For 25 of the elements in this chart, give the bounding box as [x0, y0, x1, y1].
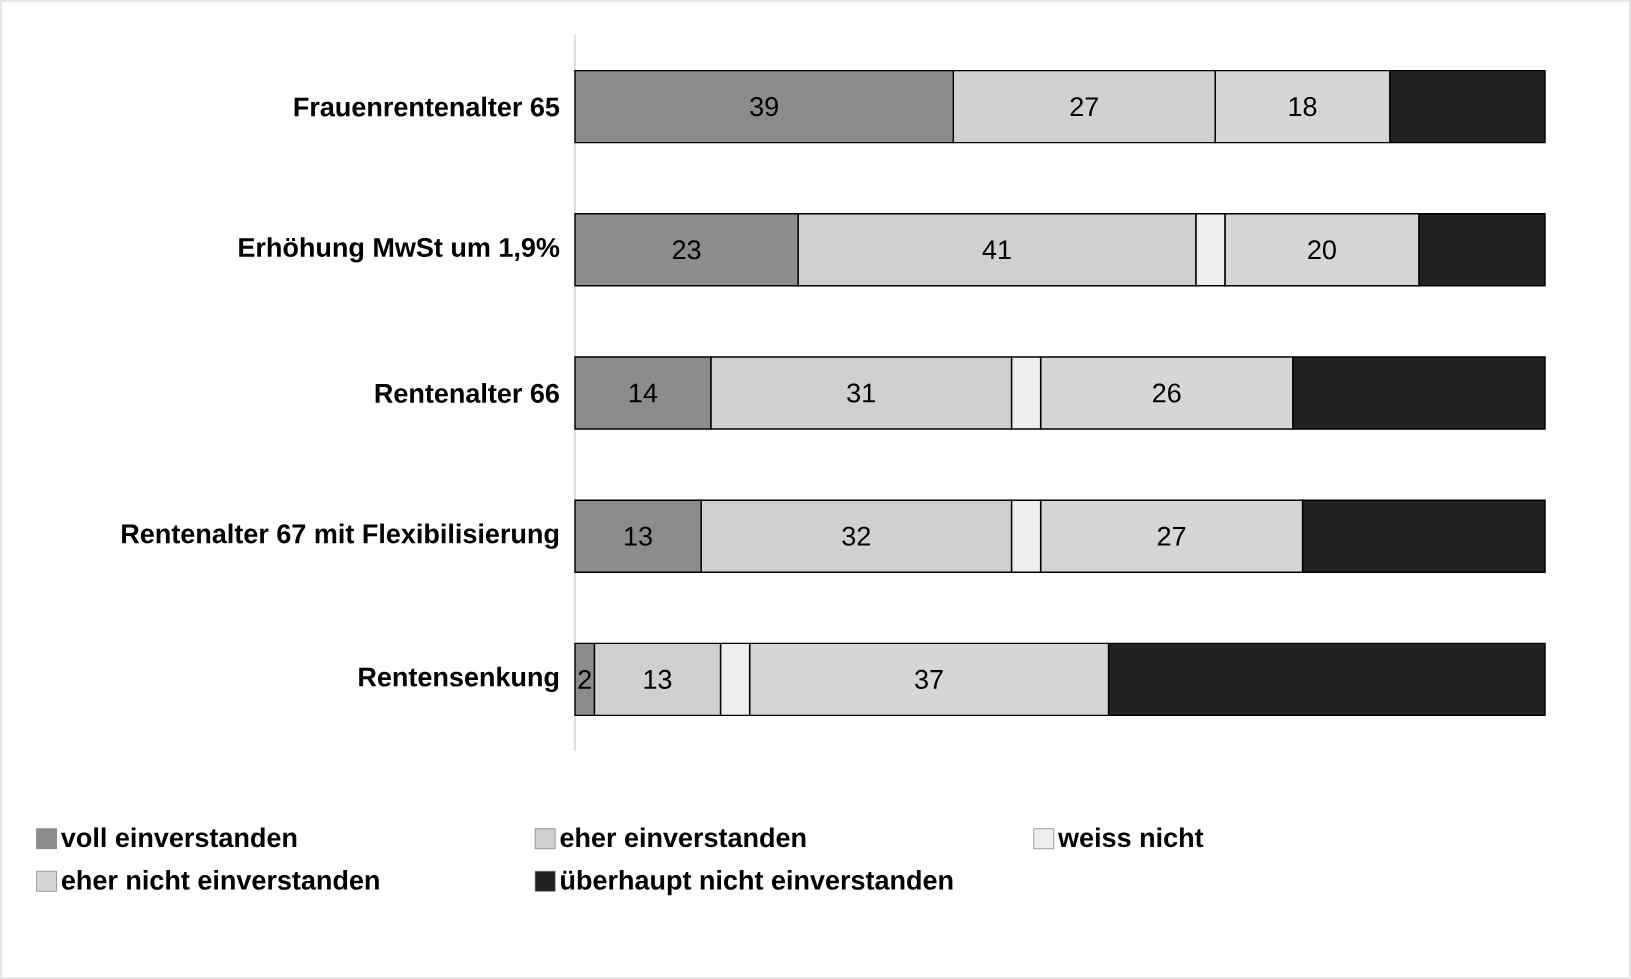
data-label: 23	[672, 240, 701, 260]
data-label: 13	[644, 669, 672, 689]
data-label: 14	[629, 383, 658, 403]
y-tick-label: Rentenalter 66	[375, 383, 559, 403]
data-label: 27	[1070, 97, 1098, 117]
legend-label: eher einverstanden	[560, 827, 806, 848]
data-label: 31	[847, 383, 875, 403]
data-label: 27	[1157, 526, 1186, 546]
y-tick-label: Rentensenkung	[359, 666, 559, 693]
data-label: 2	[578, 669, 591, 689]
data-label: 39	[750, 97, 778, 117]
data-label: 18	[1289, 97, 1317, 117]
y-tick-label: Frauenrentenalter 65	[294, 96, 560, 117]
legend-label: überhaupt nicht einverstanden	[561, 869, 953, 896]
legend-label: voll einverstanden	[60, 827, 297, 848]
data-label: 26	[1153, 383, 1181, 403]
y-tick-label: Rentenalter 67 mit Flexibilisierung	[122, 523, 559, 549]
data-label: 32	[842, 526, 870, 546]
data-label: 41	[982, 240, 1011, 260]
data-label: 20	[1308, 240, 1336, 260]
y-tick-label: Erhöhung MwSt um 1,9%	[239, 237, 560, 263]
data-label: 37	[915, 669, 943, 689]
legend-label: eher nicht einverstanden	[61, 869, 379, 890]
data-label: 13	[625, 526, 652, 546]
legend-label: weiss nicht	[1057, 827, 1204, 848]
